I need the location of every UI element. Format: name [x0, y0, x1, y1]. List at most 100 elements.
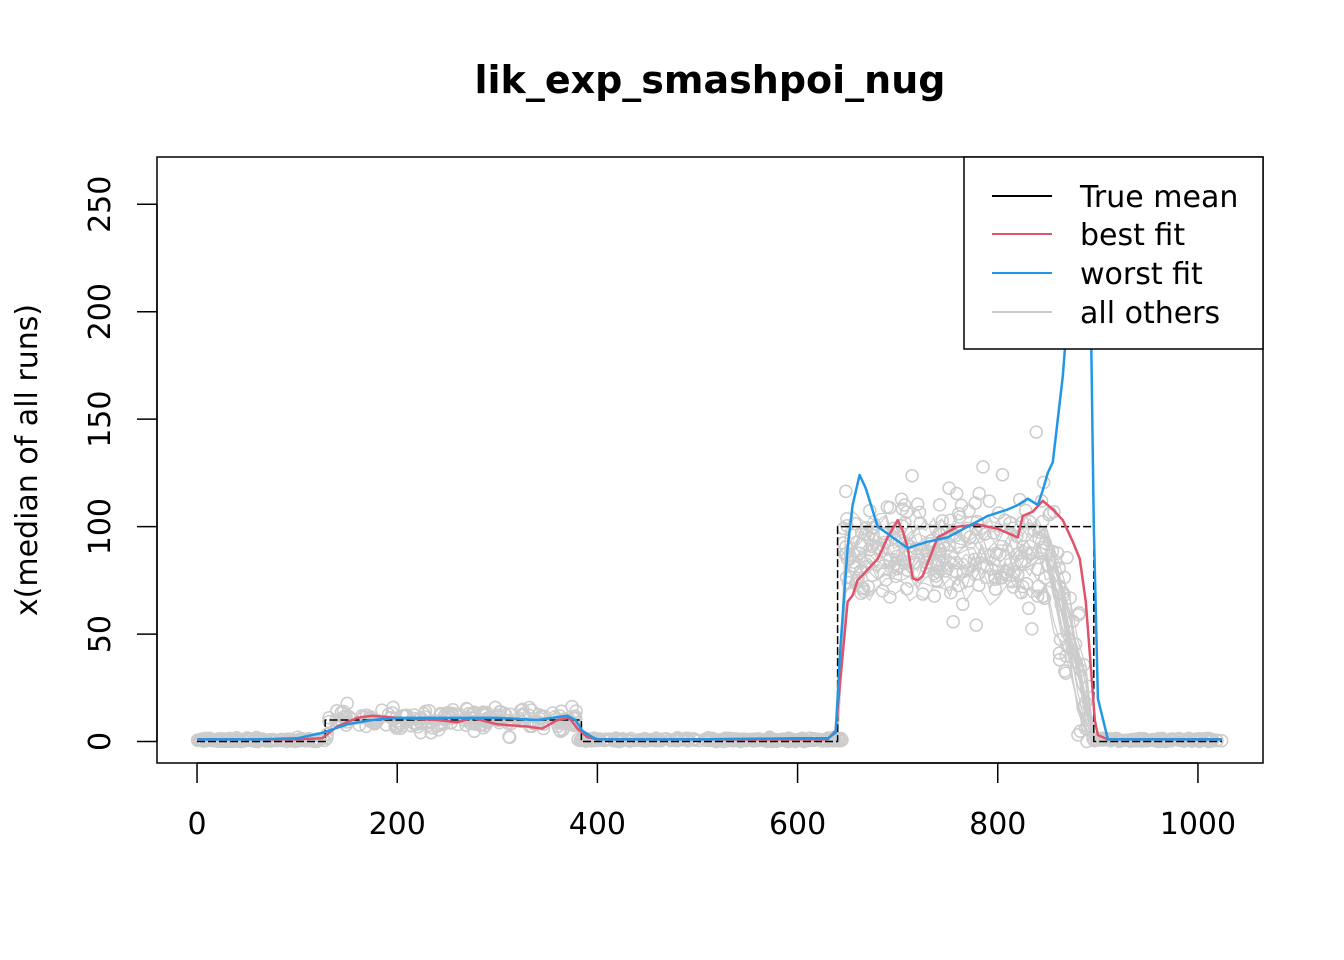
others-point — [942, 481, 956, 495]
others-point — [1060, 639, 1075, 654]
others-point — [888, 569, 903, 584]
x-axis: 0 200 400 600 800 1000 — [187, 762, 1236, 842]
x-tick-label: 0 — [187, 807, 206, 842]
others-point — [944, 585, 958, 600]
others-point — [1076, 700, 1090, 715]
others-point — [991, 506, 1006, 520]
others-point — [1052, 646, 1067, 660]
others-point — [972, 578, 986, 592]
others-point — [446, 703, 460, 717]
others-point — [1059, 649, 1073, 663]
others-point — [927, 589, 942, 603]
others-point — [1010, 529, 1024, 543]
others-point — [883, 552, 897, 567]
others-point — [899, 505, 914, 519]
others-point — [862, 543, 877, 557]
legend-label-true-mean: True mean — [1079, 180, 1238, 215]
y-tick-label: 100 — [83, 498, 118, 555]
others-point — [984, 562, 999, 576]
others-point — [866, 528, 881, 543]
others-point — [502, 730, 517, 745]
others-point — [1029, 425, 1044, 439]
others-point — [848, 516, 862, 531]
others-point — [1035, 514, 1050, 529]
y-tick-label: 150 — [83, 391, 118, 448]
others-point — [919, 560, 934, 574]
others-point — [517, 708, 531, 722]
others-point — [887, 544, 901, 558]
best-fit-layer — [197, 499, 1222, 741]
others-point — [946, 615, 960, 629]
others-point — [1053, 632, 1068, 647]
others-point — [1025, 622, 1039, 636]
others-point — [1073, 724, 1088, 738]
others-point — [999, 568, 1014, 583]
others-point — [1052, 561, 1067, 576]
y-tick-label: 0 — [83, 732, 118, 751]
others-point — [614, 733, 629, 748]
others-point — [932, 553, 946, 568]
others-point — [1071, 728, 1085, 742]
others-point — [988, 582, 1003, 596]
others-point — [1063, 591, 1077, 605]
others-point — [340, 696, 354, 711]
others-point — [861, 579, 875, 594]
others-point — [883, 590, 897, 604]
others-point — [968, 496, 982, 510]
others-point — [963, 530, 977, 544]
y-axis-label: x(median of all runs) — [10, 304, 45, 616]
others-point — [967, 552, 982, 567]
others-point — [352, 718, 367, 732]
others-point — [993, 547, 1007, 562]
x-tick-label: 1000 — [1160, 807, 1236, 842]
others-point — [838, 547, 852, 561]
others-point — [1019, 577, 1034, 591]
others-point — [932, 498, 947, 512]
others-point — [883, 500, 897, 515]
others-point — [1068, 637, 1083, 651]
others-point — [1015, 579, 1030, 594]
others-point — [995, 467, 1010, 482]
others-point — [1036, 540, 1050, 555]
others-point — [886, 560, 901, 574]
others-point — [976, 460, 990, 474]
others-point — [340, 715, 354, 729]
others-point — [1052, 653, 1067, 667]
others-point — [832, 732, 847, 747]
others-point — [956, 597, 970, 612]
others-point — [1037, 591, 1052, 606]
others-point — [1031, 562, 1045, 576]
others-point — [1042, 508, 1056, 522]
others-point — [912, 505, 927, 520]
others-point — [913, 516, 928, 530]
others-point — [982, 494, 997, 508]
others-point — [1006, 565, 1021, 579]
others-point — [834, 731, 848, 746]
others-point — [424, 725, 438, 740]
others-point — [900, 581, 914, 596]
others-point — [949, 555, 963, 570]
best-fit-line — [197, 499, 1222, 741]
y-tick-label: 50 — [83, 615, 118, 653]
others-point — [1038, 571, 1052, 585]
others-point — [969, 618, 984, 632]
others-point — [954, 498, 969, 513]
y-axis: 0 50 100 150 200 250 — [83, 176, 158, 751]
others-point — [1021, 601, 1036, 616]
others-point — [929, 573, 944, 588]
legend-label-all-others: all others — [1080, 296, 1220, 331]
others-point — [839, 484, 853, 499]
others-point — [322, 714, 336, 729]
others-point — [858, 527, 872, 542]
others-point — [871, 540, 886, 555]
others-point — [1069, 655, 1084, 669]
y-tick-label: 200 — [83, 283, 118, 340]
others-point — [1030, 589, 1045, 603]
x-tick-label: 600 — [769, 807, 826, 842]
others-point — [907, 556, 921, 570]
others-point — [1010, 547, 1024, 561]
others-point — [535, 710, 549, 724]
others-point — [1032, 532, 1046, 546]
others-point — [936, 539, 951, 553]
